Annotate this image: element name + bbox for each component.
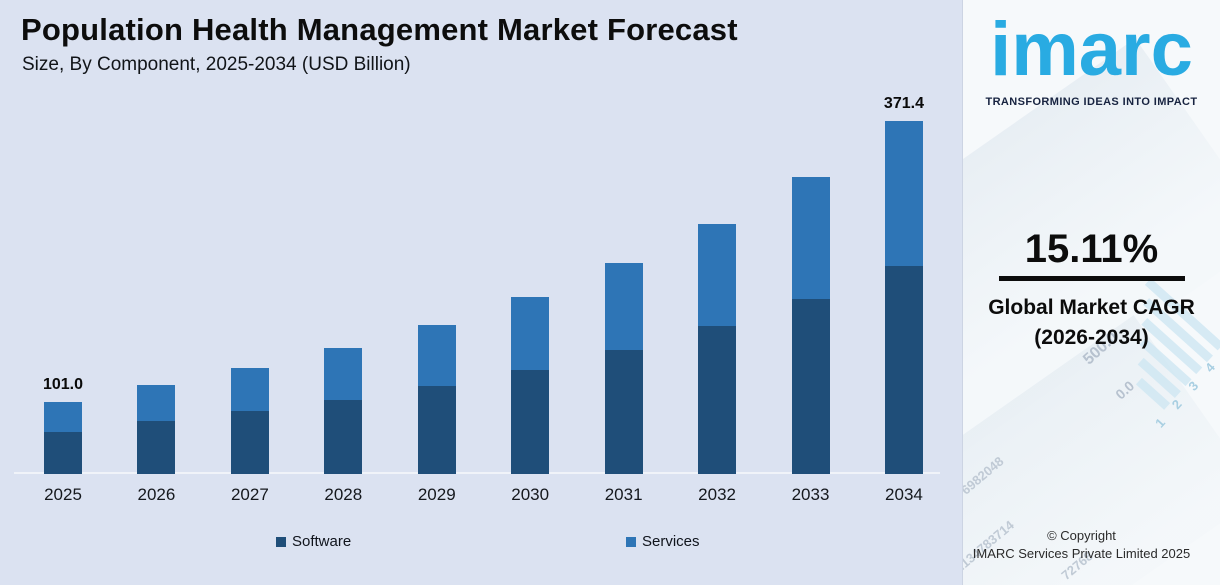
legend-label-software: Software bbox=[292, 533, 352, 550]
bar-2025-software-segment bbox=[44, 432, 82, 474]
legend-label-services: Services bbox=[642, 533, 700, 550]
page-subtitle: Size, By Component, 2025-2034 (USD Billi… bbox=[22, 54, 411, 75]
bar-2027-software-segment bbox=[230, 411, 269, 474]
page-title: Population Health Management Market Fore… bbox=[21, 12, 738, 47]
cagr-label: Global Market CAGR (2026-2034) bbox=[963, 293, 1220, 354]
x-label-2025: 2025 bbox=[44, 485, 82, 504]
bar-2029-software-segment bbox=[417, 386, 456, 474]
x-label-2029: 2029 bbox=[417, 485, 456, 504]
x-label-2034: 2034 bbox=[885, 485, 923, 504]
x-label-2032: 2032 bbox=[698, 485, 736, 504]
brand-panel: 500.0 0.0 1 2 3 4 6982048 0.134783714 72… bbox=[962, 0, 1220, 585]
bar-2033-services-segment bbox=[791, 177, 830, 299]
bar-2028 bbox=[324, 348, 363, 474]
bar-2031-software-segment bbox=[604, 350, 643, 474]
bar-2034-software-segment bbox=[884, 266, 923, 474]
legend-item-software: Software bbox=[276, 533, 351, 550]
stacked-bar-chart: 2025 101.0 2026 2027 2028 2029 2030 2031 2032 203… bbox=[14, 95, 940, 504]
cagr-divider bbox=[999, 276, 1185, 281]
imarc-tagline: TRANSFORMING IDEAS INTO IMPACT bbox=[985, 96, 1198, 108]
bar-2034 bbox=[884, 121, 923, 474]
bar-2030 bbox=[511, 297, 550, 474]
bar-2034-services-segment bbox=[884, 121, 923, 266]
bar-2025-services-segment bbox=[44, 402, 82, 432]
bar-2029 bbox=[417, 325, 456, 474]
bar-2033-software-segment bbox=[791, 299, 830, 474]
bar-2025 bbox=[44, 402, 82, 474]
bar-2029-services-segment bbox=[417, 325, 456, 386]
bar-2026-services-segment bbox=[137, 385, 176, 421]
x-axis-line bbox=[14, 472, 940, 474]
bar-2027-services-segment bbox=[230, 368, 269, 411]
copyright-line2: IMARC Services Private Limited 2025 bbox=[972, 545, 1191, 561]
bar-2030-software-segment bbox=[511, 370, 550, 474]
cagr-label-line1: Global Market CAGR bbox=[988, 296, 1195, 319]
bar-2031-services-segment bbox=[604, 263, 643, 350]
bar-2030-services-segment bbox=[511, 297, 550, 370]
copyright-line1: © Copyright bbox=[1047, 528, 1116, 543]
cagr-value: 15.11% bbox=[1024, 227, 1159, 271]
bar-2032 bbox=[698, 224, 737, 474]
bar-2033 bbox=[791, 177, 830, 474]
bar-2026 bbox=[137, 385, 176, 474]
x-label-2026: 2026 bbox=[137, 485, 176, 504]
x-label-2028: 2028 bbox=[324, 485, 363, 504]
services-swatch-icon bbox=[626, 536, 636, 547]
bar-2026-software-segment bbox=[137, 421, 176, 474]
cagr-label-line2: (2026-2034) bbox=[1034, 326, 1149, 350]
legend-item-services: Services bbox=[626, 533, 700, 550]
chart-section: Population Health Management Market Fore… bbox=[14, 12, 940, 550]
copyright: © Copyright IMARC Services Private Limit… bbox=[963, 527, 1220, 562]
bar-2028-services-segment bbox=[324, 348, 363, 400]
x-label-2031: 2031 bbox=[604, 485, 643, 504]
x-label-2033: 2033 bbox=[791, 485, 830, 504]
bar-2027 bbox=[230, 368, 269, 474]
bar-2032-software-segment bbox=[698, 326, 737, 474]
software-swatch-icon bbox=[276, 536, 286, 547]
bar-2031 bbox=[604, 263, 643, 474]
bar-2028-software-segment bbox=[324, 400, 363, 474]
bar-2032-services-segment bbox=[698, 224, 737, 326]
imarc-logo: imarc bbox=[990, 7, 1193, 92]
x-label-2027: 2027 bbox=[230, 485, 269, 504]
value-label-2025: 101.0 bbox=[42, 376, 84, 393]
value-label-2034: 371.4 bbox=[883, 95, 924, 112]
x-label-2030: 2030 bbox=[511, 485, 550, 504]
